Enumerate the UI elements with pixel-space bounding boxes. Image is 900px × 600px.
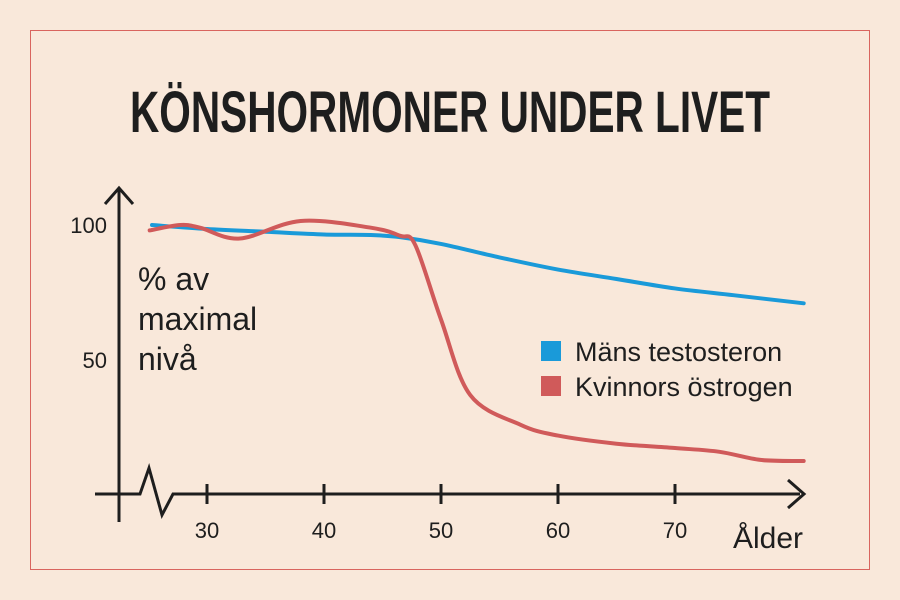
legend-label: Mäns testosteron (575, 337, 782, 367)
y-axis-label: maximal (138, 301, 257, 337)
x-axis (95, 462, 800, 520)
x-tick-label: 70 (663, 518, 687, 543)
x-tick-label: 40 (312, 518, 336, 543)
x-axis-label: Ålder (733, 522, 803, 555)
legend-swatch (541, 376, 561, 396)
y-axis-label: % av (138, 261, 209, 297)
chart-frame (30, 30, 870, 570)
series-line-estrogen (147, 218, 806, 463)
x-tick-label: 60 (546, 518, 570, 543)
y-axis-label: nivå (138, 341, 197, 377)
x-axis-arrow (787, 478, 807, 510)
x-tick-label: 30 (195, 518, 219, 543)
y-tick-label: 50 (83, 348, 107, 373)
chart-title: KÖNSHORMONER UNDER LIVET (130, 80, 770, 145)
x-tick-label: 50 (429, 518, 453, 543)
y-axis-arrow (103, 185, 135, 205)
legend-swatch (541, 341, 561, 361)
y-tick-label: 100 (70, 213, 107, 238)
legend-label: Kvinnors östrogen (575, 372, 793, 402)
